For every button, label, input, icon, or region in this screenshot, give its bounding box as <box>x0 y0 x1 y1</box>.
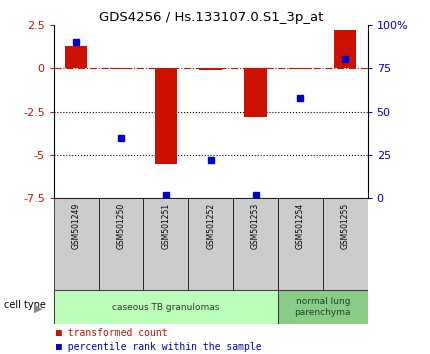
Text: GSM501253: GSM501253 <box>251 203 260 249</box>
Text: caseous TB granulomas: caseous TB granulomas <box>112 303 220 312</box>
Text: GSM501252: GSM501252 <box>206 203 215 249</box>
Bar <box>144 198 188 290</box>
Bar <box>323 198 368 290</box>
Bar <box>65 46 87 68</box>
Bar <box>200 68 222 70</box>
Text: GSM501250: GSM501250 <box>117 203 126 249</box>
Title: GDS4256 / Hs.133107.0.S1_3p_at: GDS4256 / Hs.133107.0.S1_3p_at <box>98 11 323 24</box>
Text: GSM501254: GSM501254 <box>296 203 305 249</box>
Bar <box>278 198 323 290</box>
Text: GSM501251: GSM501251 <box>161 203 170 249</box>
Bar <box>54 290 278 324</box>
Text: GSM501255: GSM501255 <box>341 203 350 249</box>
Text: normal lung
parenchyma: normal lung parenchyma <box>295 297 351 317</box>
Text: cell type: cell type <box>4 301 46 310</box>
Text: ■ transformed count: ■ transformed count <box>56 329 168 338</box>
Bar <box>98 198 144 290</box>
Bar <box>155 68 177 164</box>
Bar <box>334 30 356 68</box>
Bar <box>233 198 278 290</box>
Bar <box>289 68 312 69</box>
Text: GSM501249: GSM501249 <box>72 203 81 249</box>
Text: ▶: ▶ <box>34 304 43 314</box>
Bar <box>188 198 233 290</box>
Bar <box>244 68 267 117</box>
Bar <box>110 68 132 69</box>
Bar <box>54 198 98 290</box>
Bar <box>278 290 368 324</box>
Text: ■ percentile rank within the sample: ■ percentile rank within the sample <box>56 342 261 352</box>
